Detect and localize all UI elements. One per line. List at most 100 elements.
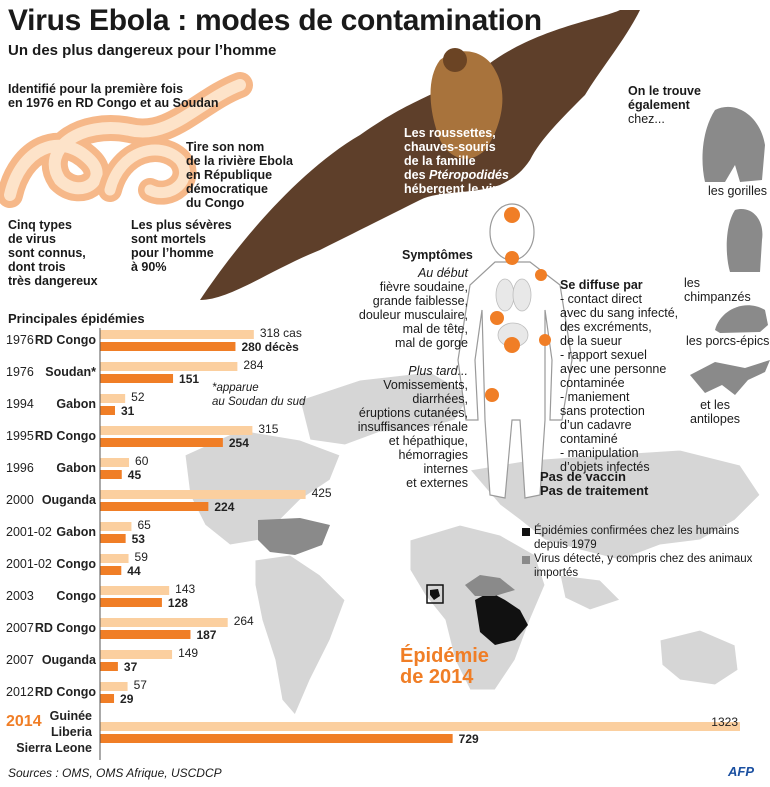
case-value: 264 [234,614,254,628]
year-label: 2001-02 [6,525,52,539]
case-bar [100,554,129,563]
country-label: Liberia [51,725,93,739]
death-bar [100,470,122,479]
year-label: 2014 [6,713,42,730]
case-bar [100,722,740,731]
death-value: 37 [124,660,138,674]
year-label: 1976 [6,365,34,379]
death-value: 31 [121,404,135,418]
also-found-sub: chez... [628,112,665,126]
death-bar [100,630,191,639]
epidemic-2014-frame [426,584,444,604]
symptom-spots [485,207,551,402]
country-label: Sierra Leone [16,741,92,755]
bat-text-1: Les roussettes, chauves-souris de la fam… [404,126,496,182]
case-bar [100,458,130,467]
death-value: 729 [459,732,479,746]
death-bar [100,598,162,607]
spread-heading: Se diffuse par [560,278,643,292]
chart-note: *apparue au Soudan du sud [212,382,306,408]
no-vaccine-text: Pas de vaccin Pas de traitement [540,469,649,498]
case-value: 284 [243,358,263,372]
page-subtitle: Un des plus dangereux pour l’homme [8,42,277,59]
symptoms-heading: Symptômes [402,248,473,262]
death-bar [100,502,209,511]
case-value: 143 [175,582,195,596]
animal-porcupine: les porcs-épics [686,334,770,348]
case-value: 1323 [711,715,738,729]
year-label: 1995 [6,429,34,443]
name-origin-text: Tire son nom de la rivière Ebola en Répu… [186,140,293,210]
death-bar [100,342,236,351]
case-value: 315 [258,422,278,436]
symptoms-early: fièvre soudaine, grande faiblesse, doule… [358,280,468,350]
country-label: RD Congo [35,429,96,443]
legend-confirmed-swatch [522,528,530,536]
country-label: RD Congo [35,685,96,699]
death-bar [100,374,174,383]
year-label: 2001-02 [6,557,52,571]
death-value: 280 décès [241,340,299,354]
country-label: RD Congo [35,621,96,635]
case-bar [100,522,132,531]
case-value: 52 [131,390,145,404]
source-text: Sources : OMS, OMS Afrique, USCDCP [8,766,222,780]
bat-text-family: Ptéropodidés [429,168,509,182]
year-label: 1996 [6,461,34,475]
country-label: Ouganda [42,653,97,667]
case-bar [100,394,126,403]
country-label: RD Congo [35,333,96,347]
country-label: Ouganda [42,493,97,507]
country-label: Guinée [50,709,92,723]
porcupine-icon [715,305,768,333]
usa-region [258,518,330,555]
world-map [184,371,761,716]
legend-detected-swatch [522,556,530,564]
antelope-icon [690,360,770,395]
animal-antelope: et les antilopes [690,398,741,426]
west-africa-region [430,589,440,600]
year-label: 1976 [6,333,34,347]
death-value: 53 [132,532,146,546]
death-bar [100,566,122,575]
detected-region [465,575,515,596]
also-found-heading: On le trouve également [628,84,701,112]
death-bar [100,534,126,543]
case-value: 425 [312,486,332,500]
bat-illustration [200,10,640,300]
case-bar [100,362,238,371]
death-bar [100,662,118,671]
severe-text: Les plus sévères sont mortels pour l’hom… [131,218,232,274]
gorilla-icon [702,106,765,182]
animal-gorilla: les gorilles [708,184,768,198]
virus-illustration [0,72,253,208]
year-label: 2012 [6,685,34,699]
symptoms-later-label: Plus tard... [408,364,468,378]
case-bar [100,618,228,627]
case-value: 60 [135,454,149,468]
animal-chimp: les chimpanzés [684,276,751,304]
death-value: 224 [214,500,234,514]
death-value: 128 [168,596,188,610]
legend-confirmed-label: Épidémies confirmées chez les humains de… [534,525,740,551]
death-bar [100,694,115,703]
death-value: 187 [196,628,216,642]
year-label: 2003 [6,589,34,603]
case-value: 65 [137,518,151,532]
legend-detected-label: Virus détecté, y compris chez des animau… [534,553,753,579]
bat-text: Les roussettes, chauves-souris de la fam… [404,126,524,196]
country-label: Congo [56,557,96,571]
identified-text: Identifié pour la première fois en 1976 … [8,82,219,110]
death-bar [100,734,453,743]
death-value: 44 [127,564,141,578]
chimpanzee-icon [726,209,763,272]
case-value: 318 cas [260,326,302,340]
case-bar [100,330,254,339]
death-value: 151 [179,372,199,386]
year-label: 1994 [6,397,34,411]
case-bar [100,426,253,435]
case-bar [100,586,170,595]
case-bar [100,650,173,659]
